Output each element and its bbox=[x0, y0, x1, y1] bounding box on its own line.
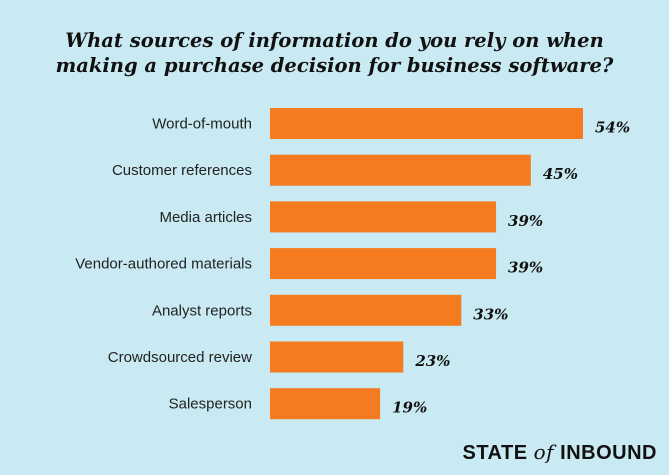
value-label-4: 33% bbox=[473, 305, 508, 323]
category-label-5: Crowdsourced review bbox=[108, 349, 252, 366]
value-label-0: 54% bbox=[595, 119, 630, 137]
brand-logo: STATE of INBOUND bbox=[462, 440, 657, 465]
brand-word-inbound: INBOUND bbox=[560, 442, 657, 464]
category-label-6: Salesperson bbox=[169, 396, 252, 413]
bar-6 bbox=[270, 388, 381, 420]
category-label-0: Word-of-mouth bbox=[152, 116, 252, 133]
brand-word-state: STATE bbox=[462, 442, 528, 464]
bar-4 bbox=[270, 294, 462, 326]
bar-1 bbox=[270, 154, 531, 186]
category-label-4: Analyst reports bbox=[152, 302, 252, 319]
category-label-1: Customer references bbox=[112, 162, 252, 179]
category-label-3: Vendor-authored materials bbox=[75, 256, 252, 273]
bar-2 bbox=[270, 201, 497, 233]
value-label-5: 23% bbox=[414, 352, 450, 370]
chart-title: What sources of information do you rely … bbox=[0, 28, 669, 78]
chart-title-line1: What sources of information do you rely … bbox=[65, 29, 604, 52]
value-label-3: 39% bbox=[508, 259, 543, 277]
category-label-2: Media articles bbox=[159, 209, 252, 226]
bar-0 bbox=[270, 108, 583, 139]
value-label-6: 19% bbox=[392, 399, 427, 417]
chart-title-line2: making a purchase decision for business … bbox=[55, 54, 614, 77]
value-label-2: 39% bbox=[508, 212, 543, 230]
bar-3 bbox=[270, 248, 497, 280]
bar-5 bbox=[270, 341, 404, 373]
value-label-1: 45% bbox=[543, 165, 578, 183]
brand-word-of: of bbox=[533, 440, 555, 464]
